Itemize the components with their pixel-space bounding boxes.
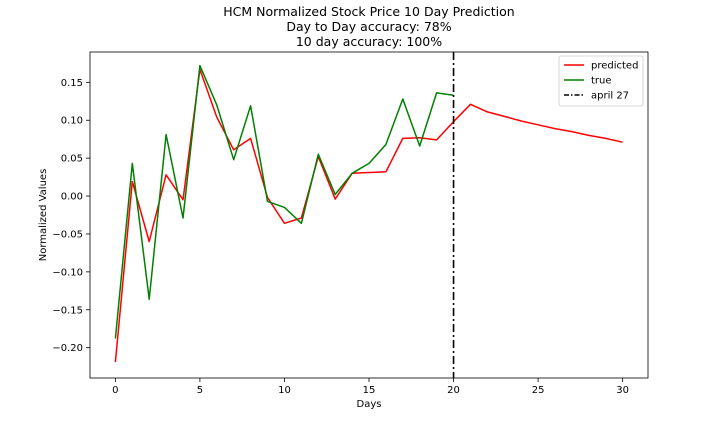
x-tick-label: 20: [447, 385, 460, 396]
chart-title: HCM Normalized Stock Price 10 Day Predic…: [223, 4, 514, 49]
y-tick-label: 0.15: [61, 78, 83, 89]
y-tick-label: −0.10: [52, 267, 83, 278]
title-line: HCM Normalized Stock Price 10 Day Predic…: [223, 4, 514, 19]
legend-box: [558, 55, 644, 107]
x-axis-label: Days: [357, 399, 382, 410]
legend-entry-predicted-label: predicted: [591, 61, 638, 72]
y-tick-label: −0.05: [52, 229, 83, 240]
legend: predicted true april 27: [558, 55, 644, 107]
y-tick-label: 0.05: [61, 154, 83, 165]
series-line-predicted: [114, 68, 623, 363]
x-tick-label: 25: [532, 385, 545, 396]
y-tick-label: 0.10: [61, 116, 83, 127]
x-tick-label: 30: [616, 385, 629, 396]
x-tick-label: 5: [197, 385, 203, 396]
legend-entry-true-label: true: [591, 76, 612, 87]
title-line: 10 day accuracy: 100%: [296, 34, 442, 49]
y-axis-label: Normalized Values: [38, 169, 49, 262]
series-line-true: [114, 64, 454, 339]
y-tick-label: −0.20: [52, 343, 83, 354]
legend-entry-april-27-label: april 27: [591, 91, 629, 102]
y-tick-label: 0.00: [61, 192, 83, 203]
y-tick-label: −0.15: [52, 305, 83, 316]
x-tick-label: 10: [278, 385, 291, 396]
x-tick-label: 15: [363, 385, 376, 396]
x-axis: 0 5 10 15 20 25 30 Days: [112, 378, 629, 410]
title-line: Day to Day accuracy: 78%: [286, 19, 451, 34]
y-axis: −0.20 −0.15 −0.10 −0.05 0.00 0.05 0.10 0.15 Norm…: [38, 78, 90, 354]
x-tick-label: 0: [112, 385, 118, 396]
